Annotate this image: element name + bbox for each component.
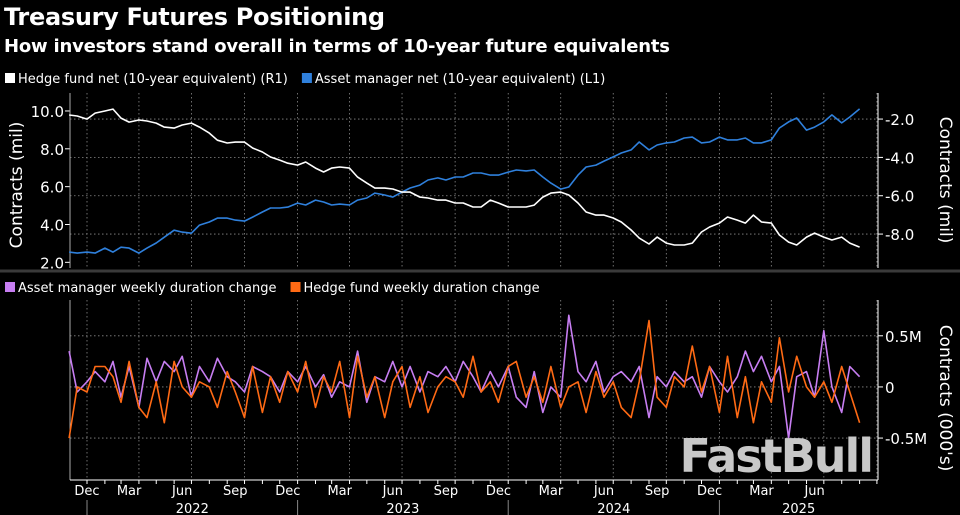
legend-hedge-fund-net-swatch xyxy=(5,73,15,83)
chart-title: Treasury Futures Positioning xyxy=(4,3,385,31)
x-axis-month-label: Sep xyxy=(223,484,248,499)
left-axis-tick-label: 8.0 xyxy=(40,141,64,159)
hedge-fund-weekly-change-line xyxy=(68,319,861,439)
asset-manager-net-line xyxy=(69,108,861,254)
right-axis-tick-label: -4.0 xyxy=(885,149,914,167)
x-axis-month-label: Dec xyxy=(74,484,99,499)
right-axis-tick-label: 0 xyxy=(885,379,895,397)
x-axis-month-label: Dec xyxy=(275,484,300,499)
x-axis-month-label: Sep xyxy=(434,484,459,499)
x-axis-month-label: Mar xyxy=(117,484,142,499)
legend-asset-manager-weekly-label: Asset manager weekly duration change xyxy=(18,281,277,296)
legend-hedge-fund-weekly-swatch xyxy=(290,282,301,292)
right-axis-tick-label: -6.0 xyxy=(885,188,914,206)
x-axis-year-label: 2025 xyxy=(782,502,815,515)
legend-hedge-fund-weekly: Hedge fund weekly duration change xyxy=(290,281,540,296)
fastbull-watermark-logo: FastBull xyxy=(680,429,872,483)
x-axis-month-label: Mar xyxy=(539,484,564,499)
x-axis-year-label: 2022 xyxy=(176,502,209,515)
legend-asset-manager-net: Asset manager net (10-year equivalent) (… xyxy=(301,72,605,87)
left-axis-tick-label: 6.0 xyxy=(40,179,64,197)
legend-hedge-fund-net: Hedge fund net (10-year equivalent) (R1) xyxy=(5,72,288,87)
x-axis-month-label: Mar xyxy=(749,484,774,499)
asset-manager-weekly-change-line xyxy=(68,314,861,439)
x-axis-month-label: Dec xyxy=(486,484,511,499)
chart-subtitle: How investors stand overall in terms of … xyxy=(4,36,670,57)
right-axis-tick-label: 0.5M xyxy=(885,328,922,346)
legend-hedge-fund-weekly-label: Hedge fund weekly duration change xyxy=(304,281,540,296)
x-axis-month-label: Jun xyxy=(593,484,614,499)
x-axis-month-label: Dec xyxy=(697,484,722,499)
x-axis-month-label: Sep xyxy=(645,484,670,499)
legend-asset-manager-net-label: Asset manager net (10-year equivalent) (… xyxy=(315,72,605,87)
x-axis-month-label: Jun xyxy=(803,484,824,499)
x-axis-month-label: Jun xyxy=(382,484,403,499)
left-axis-title: Contracts (mil) xyxy=(7,122,27,249)
left-axis-tick-label: 10.0 xyxy=(31,103,64,121)
right-axis-tick-label: -2.0 xyxy=(885,111,914,129)
right-axis-title: Contracts (mil) xyxy=(935,117,955,244)
left-axis-tick-label: 4.0 xyxy=(40,216,64,234)
x-axis-year-label: 2023 xyxy=(386,502,419,515)
right-axis-tick-label: -8.0 xyxy=(885,226,914,244)
legend-hedge-fund-net-label: Hedge fund net (10-year equivalent) (R1) xyxy=(18,72,288,87)
legend-asset-manager-weekly-swatch xyxy=(5,282,15,292)
right-axis-title: Contracts (000's) xyxy=(935,325,955,472)
left-axis-tick-label: 2.0 xyxy=(40,254,64,272)
legend-asset-manager-net-swatch xyxy=(301,73,312,83)
legend-asset-manager-weekly: Asset manager weekly duration change xyxy=(5,281,277,296)
right-axis-tick-label: -0.5M xyxy=(885,430,927,448)
x-axis-month-label: Mar xyxy=(327,484,352,499)
hedge-fund-net-line xyxy=(69,108,860,248)
x-axis-month-label: Jun xyxy=(171,484,192,499)
x-axis-year-label: 2024 xyxy=(597,502,630,515)
